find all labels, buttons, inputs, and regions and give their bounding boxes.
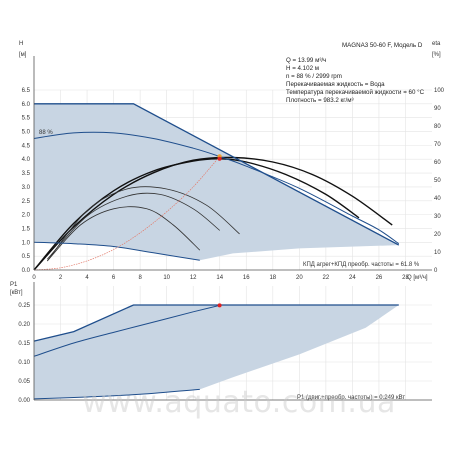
eta-axis-label: eta bbox=[432, 41, 441, 47]
eta-y-tick-label: 30 bbox=[434, 214, 441, 220]
flow-axis-label: Q [м³/ч] bbox=[407, 275, 428, 281]
head-y-tick-label: 2.5 bbox=[22, 199, 31, 205]
head-x-tick-label: 2 bbox=[59, 275, 63, 281]
head-x-tick-label: 26 bbox=[376, 275, 383, 281]
head-x-tick-label: 18 bbox=[269, 275, 276, 281]
head-axis-label: H bbox=[19, 41, 23, 47]
info-temperature: Температура перекачиваемой жидкости = 60… bbox=[286, 89, 425, 96]
head-y-tick-label: 4.5 bbox=[22, 143, 31, 149]
info-head: H = 4.102 м bbox=[286, 65, 319, 72]
power-y-tick-label: 0.25 bbox=[18, 303, 30, 309]
head-x-tick-label: 16 bbox=[243, 275, 250, 281]
head-curve bbox=[33, 156, 220, 271]
info-liquid: Перекачиваемая жидкость = Вода bbox=[286, 81, 385, 88]
efficiency-curve bbox=[46, 186, 240, 262]
duty-point-efficiency bbox=[217, 156, 222, 161]
head-x-tick-label: 4 bbox=[85, 275, 89, 281]
power-y-tick-label: 0.00 bbox=[18, 398, 30, 404]
power-curve bbox=[33, 304, 220, 357]
eta-y-tick-label: 50 bbox=[434, 178, 441, 184]
head-x-tick-label: 14 bbox=[216, 275, 223, 281]
eta-y-tick-label: 10 bbox=[434, 250, 441, 256]
info-density: Плотность = 983.2 кг/м³ bbox=[286, 97, 354, 104]
power-axis-label: P1 bbox=[10, 282, 18, 288]
eta-y-tick-label: 40 bbox=[434, 196, 441, 202]
info-flow: Q = 13.99 м³/ч bbox=[286, 57, 326, 64]
head-x-tick-label: 6 bbox=[112, 275, 116, 281]
head-x-tick-label: 12 bbox=[190, 275, 197, 281]
head-y-tick-label: 1.0 bbox=[22, 240, 31, 246]
power-y-tick-label: 0.20 bbox=[18, 322, 30, 328]
power-envelope bbox=[34, 305, 399, 399]
efficiency-curve bbox=[47, 192, 220, 260]
power-annotation: P1 (двиг.+преобр. частоты) = 0.249 кВт bbox=[297, 395, 405, 401]
efficiency-curve bbox=[33, 156, 393, 271]
head-y-tick-label: 2.0 bbox=[22, 213, 31, 219]
head-y-tick-label: 6.5 bbox=[22, 88, 31, 94]
power-axes: 0.00 0.05 0.10 0.15 0.20 0.25 bbox=[18, 282, 432, 404]
power-envelope-area bbox=[34, 305, 399, 399]
head-curve bbox=[34, 103, 400, 246]
head-y-tick-label: 3.5 bbox=[22, 171, 31, 177]
head-y-tick-label: 0.5 bbox=[22, 254, 31, 260]
power-plot: 0.00 0.05 0.10 0.15 0.20 0.25 bbox=[18, 282, 432, 404]
power-series bbox=[33, 303, 399, 400]
head-y-tick-label: 0.0 bbox=[22, 268, 31, 274]
head-axes: 0.0 0.5 1.0 1.5 2.0 2.5 3.0 3.5 4.0 4.5 5.0 5.5 6.0 6… bbox=[22, 56, 445, 281]
duty-point-power bbox=[217, 303, 222, 308]
power-axis-unit: [кВт] bbox=[10, 290, 23, 296]
eta-y-tick-label: 80 bbox=[434, 124, 441, 130]
efficiency-annotation: КПД агрег+КПД преобр. частоты = 61.8 % bbox=[303, 262, 420, 268]
model-title: MAGNA3 50-60 F, Модель D bbox=[342, 42, 423, 49]
eta-y-tick-label: 60 bbox=[434, 160, 441, 166]
head-envelope-area bbox=[34, 103, 399, 261]
eta-y-tick-label: 90 bbox=[434, 106, 441, 112]
eta-y-tick-label: 70 bbox=[434, 142, 441, 148]
eta-y-tick-label: 20 bbox=[434, 232, 441, 238]
head-plot: 0.0 0.5 1.0 1.5 2.0 2.5 3.0 3.5 4.0 4.5 5.0 5.5 6.0 6… bbox=[22, 56, 445, 281]
head-series bbox=[33, 103, 400, 271]
head-y-tick-label: 6.0 bbox=[22, 102, 31, 108]
watermark: www.aquato.com.ua bbox=[82, 385, 396, 420]
head-x-tick-label: 8 bbox=[138, 275, 142, 281]
head-y-tick-label: 5.0 bbox=[22, 130, 31, 136]
efficiency-curve bbox=[47, 206, 201, 262]
head-x-tick-label: 24 bbox=[349, 275, 356, 281]
head-curve bbox=[33, 241, 200, 261]
head-x-tick-label: 10 bbox=[163, 275, 170, 281]
head-envelope bbox=[34, 103, 399, 261]
head-y-tick-label: 3.0 bbox=[22, 185, 31, 191]
power-curve bbox=[33, 388, 200, 400]
head-x-tick-label: 22 bbox=[323, 275, 330, 281]
power-y-tick-label: 0.10 bbox=[18, 360, 30, 366]
head-axis-unit: [м] bbox=[19, 52, 27, 58]
head-x-tick-label: 20 bbox=[296, 275, 303, 281]
head-y-tick-label: 5.5 bbox=[22, 116, 31, 122]
power-curve bbox=[33, 304, 399, 342]
head-x-tick-label: 0 bbox=[32, 275, 36, 281]
head-x-tick-label: 28 bbox=[402, 275, 409, 281]
eta-axis-unit: [%] bbox=[432, 52, 441, 58]
head-y-tick-label: 4.0 bbox=[22, 157, 31, 163]
head-y-tick-label: 1.5 bbox=[22, 226, 31, 232]
eta-y-tick-label: 100 bbox=[434, 88, 445, 94]
info-speed: n = 88 % / 2999 rpm bbox=[286, 73, 342, 80]
power-y-tick-label: 0.15 bbox=[18, 341, 30, 347]
curve-label-88: 88 % bbox=[39, 130, 53, 136]
power-y-tick-label: 0.05 bbox=[18, 379, 30, 385]
eta-y-tick-label: 0 bbox=[434, 268, 438, 274]
